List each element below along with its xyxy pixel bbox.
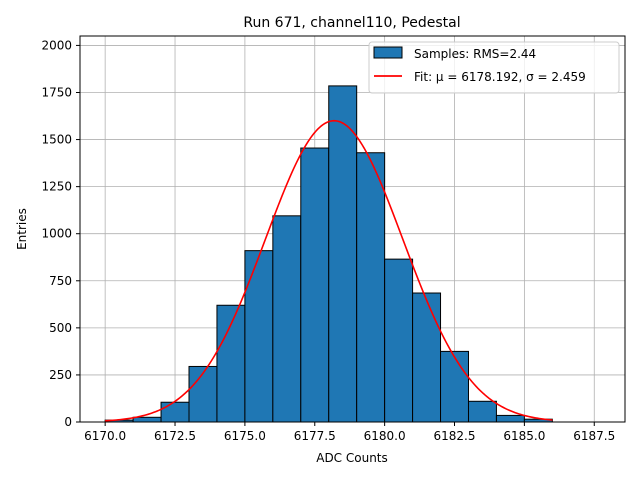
- histogram-bar: [160, 401, 190, 423]
- y-tick-label: 1500: [41, 133, 72, 147]
- x-tick-label: 6172.5: [154, 429, 196, 443]
- y-tick-label: 1250: [41, 180, 72, 194]
- gaussian-fit-line: [105, 119, 553, 422]
- histogram-bar: [440, 350, 469, 423]
- plot-frame: [79, 35, 626, 423]
- legend-samples-swatch: [373, 46, 403, 59]
- x-tick-label: 6175.0: [224, 429, 266, 443]
- y-axis-ticks: 0 250 500 750 1000 1250 1500 1750 2000: [41, 38, 80, 429]
- y-tick-label: 750: [49, 274, 72, 288]
- y-axis-label: Entries: [15, 208, 29, 250]
- y-tick-label: 1750: [41, 85, 72, 99]
- x-tick-label: 6170.0: [84, 429, 126, 443]
- x-tick-label: 6182.5: [434, 429, 476, 443]
- histogram-bar: [272, 215, 302, 423]
- legend: Samples: RMS=2.44 Fit: μ = 6178.192, σ =…: [368, 41, 620, 94]
- x-axis-ticks: 6170.0 6172.5 6175.0 6177.5 6180.0 6182.5 6185…: [84, 422, 615, 443]
- y-tick-label: 1000: [41, 227, 72, 241]
- histogram-bar: [467, 400, 497, 423]
- x-axis-label: ADC Counts: [316, 451, 388, 465]
- y-tick-label: 250: [49, 368, 72, 382]
- histogram-bars: [104, 85, 553, 423]
- legend-box: [368, 41, 620, 94]
- histogram-bar: [328, 85, 358, 423]
- y-tick-label: 500: [49, 321, 72, 335]
- y-tick-label: 2000: [41, 38, 72, 52]
- legend-fit-label: Fit: μ = 6178.192, σ = 2.459: [414, 70, 586, 84]
- histogram-bar: [244, 250, 274, 423]
- x-tick-label: 6185.0: [503, 429, 545, 443]
- histogram-bar: [132, 416, 162, 423]
- histogram-bar: [300, 147, 330, 423]
- histogram-bar: [412, 292, 442, 423]
- histogram-bar: [495, 414, 525, 423]
- fit-curve-layer: [105, 119, 553, 422]
- histogram-bar: [384, 258, 414, 423]
- x-tick-label: 6180.0: [364, 429, 406, 443]
- y-tick-label: 0: [64, 415, 72, 429]
- histogram-bar: [356, 152, 386, 423]
- x-tick-label: 6177.5: [294, 429, 336, 443]
- histogram-bar: [188, 365, 218, 423]
- legend-samples-label: Samples: RMS=2.44: [414, 47, 536, 61]
- x-tick-label: 6187.5: [573, 429, 615, 443]
- chart-title: Run 671, channel110, Pedestal: [243, 15, 460, 31]
